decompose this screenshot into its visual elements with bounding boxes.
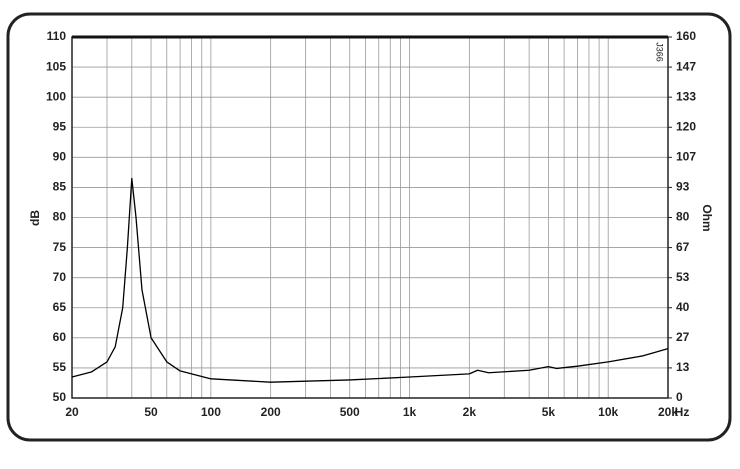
y-tick-label: 95 <box>53 119 67 133</box>
y-tick-label: 105 <box>46 59 66 73</box>
y-tick-label: 55 <box>53 360 67 374</box>
y2-tick-label: 53 <box>676 270 690 284</box>
y-tick-label: 70 <box>53 270 67 284</box>
y2-axis-label: Ohm <box>700 204 714 231</box>
y-tick-label: 65 <box>53 300 67 314</box>
y2-tick-label: 40 <box>676 300 690 314</box>
y2-tick-label: 160 <box>676 29 696 43</box>
y-axis-label: dB <box>28 210 42 226</box>
y2-tick-label: 133 <box>676 89 696 103</box>
y2-tick-label: 13 <box>676 360 690 374</box>
y2-tick-label: 27 <box>676 330 690 344</box>
x-tick-label: 10k <box>598 405 618 419</box>
y2-tick-label: 120 <box>676 119 696 133</box>
x-tick-label: 5k <box>542 405 556 419</box>
y-tick-label: 110 <box>47 29 67 43</box>
x-tick-label: 100 <box>201 405 221 419</box>
y2-tick-label: 0 <box>676 390 683 404</box>
x-tick-label: 1k <box>403 405 417 419</box>
y-tick-label: 100 <box>46 89 66 103</box>
y-tick-label: 90 <box>53 150 67 164</box>
x-tick-label: 20 <box>65 405 79 419</box>
y-tick-label: 50 <box>53 390 67 404</box>
x-tick-label: 500 <box>340 405 360 419</box>
y-tick-label: 80 <box>53 210 67 224</box>
x-tick-label: 50 <box>144 405 158 419</box>
y2-tick-label: 147 <box>676 59 696 73</box>
x-tick-label: 2k <box>463 405 477 419</box>
y-tick-label: 75 <box>53 240 67 254</box>
annotation: J366 <box>655 42 665 62</box>
x-tick-label: 200 <box>261 405 281 419</box>
x-axis-label: Hz <box>675 405 690 419</box>
y2-tick-label: 93 <box>676 180 690 194</box>
frame <box>6 12 732 442</box>
y-tick-label: 60 <box>53 330 67 344</box>
y2-tick-label: 80 <box>676 210 690 224</box>
y-tick-label: 85 <box>53 180 67 194</box>
x-tick-label: 20k <box>658 405 678 419</box>
y2-tick-label: 67 <box>676 240 690 254</box>
y2-tick-label: 107 <box>676 150 696 164</box>
impedance-curve <box>71 177 669 383</box>
